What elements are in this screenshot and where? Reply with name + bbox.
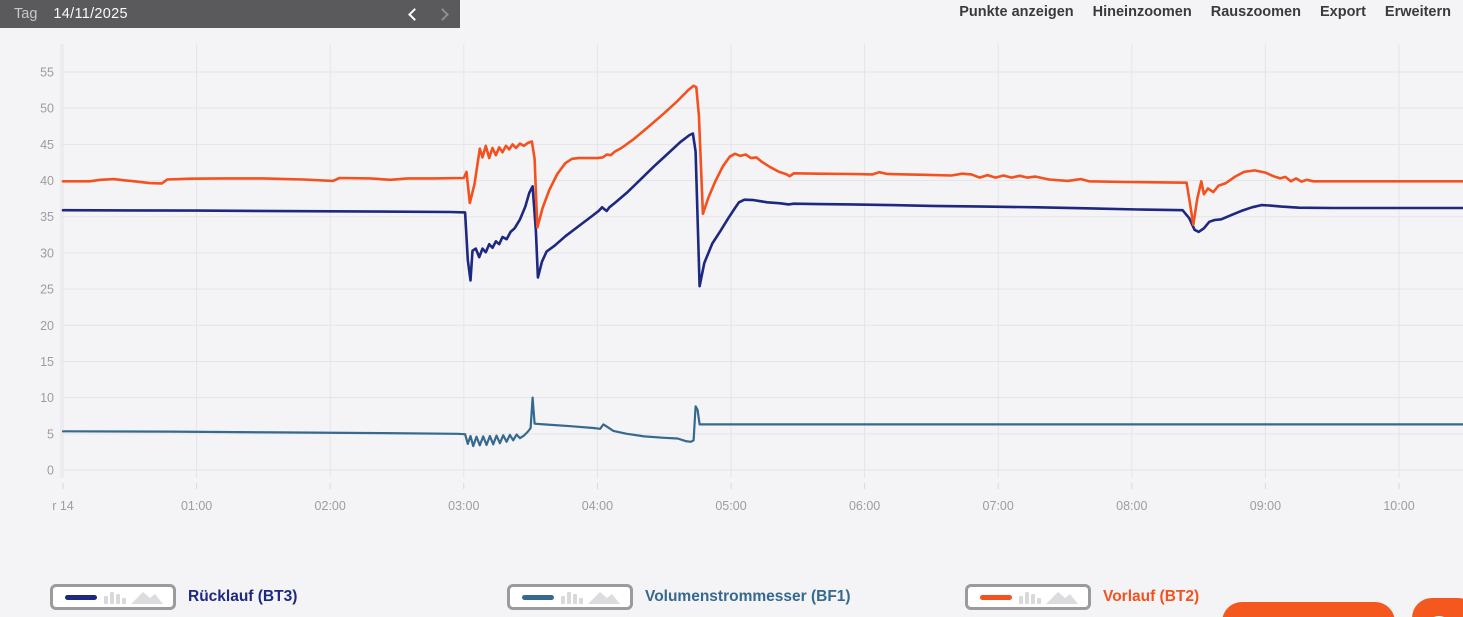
- y-tick-label: 25: [40, 283, 54, 297]
- y-tick-label: 15: [40, 355, 54, 369]
- expand-button[interactable]: Erweitern: [1384, 4, 1451, 20]
- export-button[interactable]: Export: [1319, 4, 1366, 20]
- line-style-icon: [65, 595, 97, 600]
- series-vorlauf-bt2: [61, 84, 1463, 229]
- x-tick-label: 06:00: [849, 499, 880, 513]
- y-tick-label: 55: [40, 65, 54, 79]
- chat-widget-button[interactable]: [1412, 598, 1463, 617]
- chart-area[interactable]: 0 5 10 15 20 25 30 35 40 45 50 55 r 14 01:00 02:00 03:0…: [0, 28, 1463, 560]
- area-style-icon: [131, 592, 163, 604]
- y-tick-label: 30: [40, 246, 54, 260]
- legend-style-icons: [980, 592, 1078, 604]
- bar-style-icon: [1019, 592, 1041, 604]
- date-selector-bar: Tag 14/11/2025: [0, 0, 460, 28]
- y-tick-label: 20: [40, 319, 54, 333]
- x-tick-label: 05:00: [715, 499, 746, 513]
- legend-item-ruecklauf-bt3[interactable]: Rücklauf (BT3): [50, 582, 297, 612]
- y-tick-label: 5: [47, 427, 54, 441]
- series-ruecklauf-bt3: [61, 132, 1463, 288]
- period-label: Tag: [14, 6, 38, 22]
- legend-style-icons: [522, 592, 620, 604]
- series-volumenstrommesser-bf1: [61, 396, 1463, 448]
- bar-style-icon: [561, 592, 583, 604]
- area-style-icon: [588, 592, 620, 604]
- x-tick-label: 04:00: [582, 499, 613, 513]
- x-tick-label: 03:00: [448, 499, 479, 513]
- y-tick-label: 40: [40, 174, 54, 188]
- bar-style-icon: [104, 592, 126, 604]
- y-tick-label: 10: [40, 391, 54, 405]
- series-style-selector: [965, 584, 1091, 610]
- y-tick-label: 35: [40, 210, 54, 224]
- zoom-out-button[interactable]: Rauszoomen: [1210, 4, 1301, 20]
- series-style-selector: [507, 584, 633, 610]
- series-style-selector: [50, 584, 176, 610]
- cta-pill-button[interactable]: [1222, 602, 1395, 617]
- area-style-icon: [1046, 592, 1078, 604]
- x-tick-label: r 14: [52, 499, 74, 513]
- x-tick-label: 09:00: [1250, 499, 1281, 513]
- x-tick-label: 02:00: [315, 499, 346, 513]
- legend-label: Vorlauf (BT2): [1103, 588, 1200, 605]
- legend-item-vorlauf-bt2[interactable]: Vorlauf (BT2): [965, 582, 1199, 612]
- x-tick-label: 01:00: [181, 499, 212, 513]
- y-tick-label: 45: [40, 138, 54, 152]
- legend-label: Volumenstrommesser (BF1): [645, 588, 851, 605]
- legend-item-volumenstrommesser-bf1[interactable]: Volumenstrommesser (BF1): [507, 582, 851, 612]
- x-tick-label: 07:00: [983, 499, 1014, 513]
- y-tick-label: 0: [47, 464, 54, 478]
- zoom-in-button[interactable]: Hineinzoomen: [1092, 4, 1192, 20]
- legend-style-icons: [65, 592, 163, 604]
- chevron-right-icon[interactable]: [432, 5, 450, 23]
- legend-label: Rücklauf (BT3): [188, 588, 298, 605]
- line-chart[interactable]: 0 5 10 15 20 25 30 35 40 45 50 55 r 14 01:00 02:00 03:0…: [0, 28, 1463, 560]
- chevron-left-icon[interactable]: [404, 5, 422, 23]
- x-tick-label: 10:00: [1383, 499, 1414, 513]
- date-nav: [404, 0, 450, 28]
- line-style-icon: [980, 595, 1012, 600]
- x-tick-label: 08:00: [1116, 499, 1147, 513]
- date-display[interactable]: 14/11/2025: [53, 6, 128, 22]
- line-style-icon: [522, 595, 554, 600]
- show-points-button[interactable]: Punkte anzeigen: [959, 4, 1074, 20]
- chart-toolbar: Punkte anzeigen Hineinzoomen Rauszoomen …: [959, 2, 1451, 22]
- y-tick-label: 50: [40, 102, 54, 116]
